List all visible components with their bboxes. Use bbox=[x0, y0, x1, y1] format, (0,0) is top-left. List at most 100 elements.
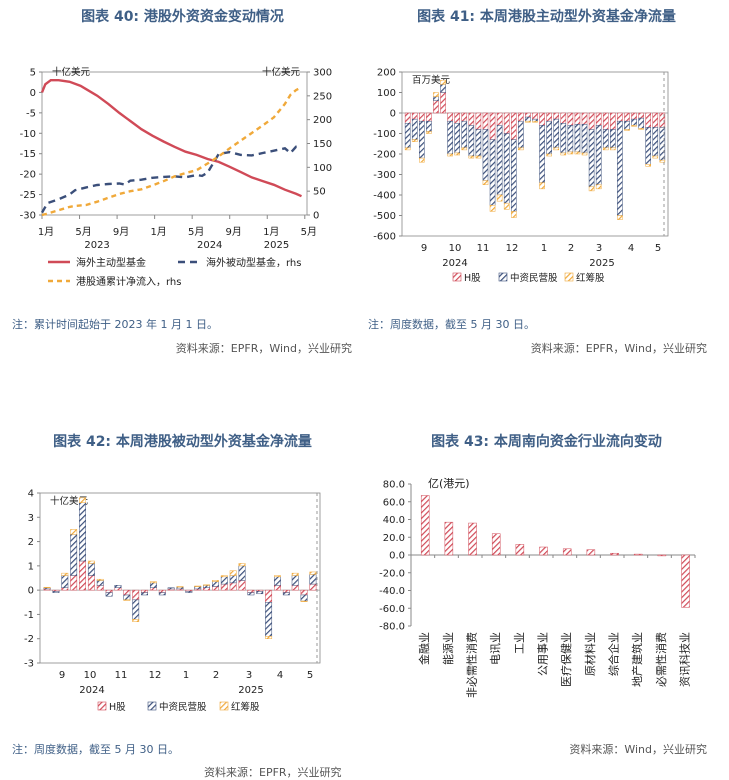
chart-41-bar-segment bbox=[581, 152, 588, 156]
chart-43-category-label: 电讯业 bbox=[489, 632, 502, 665]
chart-42-month-label: 10 bbox=[84, 670, 97, 681]
chart-42-bar-segment bbox=[238, 563, 246, 567]
chart-42-bar-segment bbox=[79, 497, 86, 503]
chart-41-bar-segment bbox=[588, 186, 595, 192]
chart-42-bar-segment bbox=[274, 585, 281, 591]
chart-41-bar-segment bbox=[588, 112, 595, 130]
chart-43-category-label: 工业 bbox=[513, 632, 526, 654]
chart-41-bar-segment bbox=[645, 112, 651, 128]
chart-41-bar-segment bbox=[496, 125, 503, 196]
chart-42-bar-segment bbox=[87, 575, 95, 591]
chart-43-bar bbox=[586, 549, 596, 556]
chart-42-bar-segment bbox=[96, 580, 104, 586]
chart-41-ytick-label: -200 bbox=[373, 150, 396, 161]
chart-41-bar-segment bbox=[419, 112, 425, 122]
chart-41-bar-segment bbox=[461, 120, 468, 149]
chart-41-bar-segment bbox=[581, 124, 588, 154]
chart-42-bar-segment bbox=[203, 587, 211, 591]
chart-41-title: 图表 41: 本周港股主动型外资基金净流量 bbox=[417, 9, 676, 25]
chart-41-bar-segment bbox=[602, 147, 609, 151]
chart-41-month-label: 5 bbox=[655, 243, 661, 254]
chart-42-bar-segment bbox=[247, 589, 255, 593]
chart-42-legend-label: 中资民营股 bbox=[159, 701, 207, 713]
chart-42-bar-segment bbox=[132, 599, 140, 620]
chart-41-month-label: 9 bbox=[421, 243, 427, 254]
chart-41-bar-segment bbox=[503, 202, 510, 210]
chart-42-year-label: 2025 bbox=[238, 685, 263, 696]
chart-42-bar-segment bbox=[61, 575, 69, 588]
chart-41-source: 资料来源：EPFR，Wind，兴业研究 bbox=[530, 342, 707, 355]
chart-43-ytick-label: 60.0 bbox=[383, 497, 405, 508]
chart-41-note: 注：周度数据，截至 5 月 30 日。 bbox=[368, 318, 535, 331]
chart-41-bar-segment bbox=[510, 139, 517, 212]
chart-41-bar-segment bbox=[433, 100, 439, 114]
chart-43-bar bbox=[562, 548, 572, 556]
chart-41-bar-segment bbox=[447, 112, 453, 122]
chart-42-bar-segment bbox=[300, 600, 308, 602]
chart-41-bar-segment bbox=[595, 125, 602, 186]
chart-41-bar-segment bbox=[447, 153, 453, 157]
chart-41-bar-segment bbox=[567, 112, 574, 126]
chart-42-unit: 十亿美元 bbox=[50, 495, 89, 507]
chart-40-legend-label: 港股通累计净流入，rhs bbox=[76, 275, 181, 288]
chart-40-ytick-left-label: -10 bbox=[20, 129, 36, 140]
chart-42-bar-segment bbox=[158, 589, 166, 593]
chart-40-xtick-label: 1月 bbox=[150, 226, 166, 238]
chart-42-bar-segment bbox=[61, 587, 69, 591]
chart-40-ytick-right-label: 50 bbox=[313, 187, 326, 198]
chart-43-ytick-label: -60.0 bbox=[379, 604, 405, 615]
chart-42-bar-segment bbox=[123, 599, 131, 601]
chart-42-bar-segment bbox=[87, 563, 95, 576]
chart-42-bar-segment bbox=[79, 502, 86, 562]
chart-42-bar-segment bbox=[61, 572, 69, 576]
chart-40-ytick-right-label: 200 bbox=[313, 115, 332, 126]
chart-43-bar bbox=[681, 554, 690, 608]
chart-43-category-label: 能源业 bbox=[441, 632, 455, 665]
chart-41-bar-segment bbox=[553, 112, 560, 120]
chart-41-bar-segment bbox=[539, 112, 545, 126]
chart-41-bar-segment bbox=[546, 112, 552, 122]
chart-41-bar-segment bbox=[496, 194, 503, 202]
chart-41-bar-segment bbox=[567, 151, 574, 155]
chart-42-bar-segment bbox=[309, 583, 317, 591]
chart-42-bar-segment bbox=[220, 575, 228, 578]
chart-40-ytick-right-label: 300 bbox=[313, 68, 332, 79]
chart-43-source: 资料来源：Wind，兴业研究 bbox=[569, 743, 707, 756]
chart-41-bar-segment bbox=[510, 211, 517, 218]
chart-40-ytick-left-label: 5 bbox=[30, 68, 36, 79]
chart-42-legend-label: 红筹股 bbox=[231, 701, 260, 713]
chart-41-bar-segment bbox=[659, 159, 666, 163]
chart-40-unit-left: 十亿美元 bbox=[52, 66, 91, 78]
chart-41-legend-swatch bbox=[498, 272, 508, 282]
chart-41-bar-segment bbox=[503, 112, 510, 134]
chart-41-bar-segment bbox=[440, 92, 446, 114]
chart-41-bar-segment bbox=[454, 112, 460, 124]
chart-42-bar-segment bbox=[132, 589, 140, 601]
chart-41-bar-segment bbox=[638, 112, 644, 119]
chart-40-xtick-label: 9月 bbox=[113, 226, 129, 238]
chart-40-ytick-right-label: 150 bbox=[313, 139, 332, 150]
chart-41-bar-segment bbox=[553, 147, 560, 151]
chart-41-bar-segment bbox=[532, 112, 538, 120]
chart-42-ytick-label: -2 bbox=[24, 634, 34, 645]
chart-41-legend-swatch bbox=[564, 272, 574, 282]
chart-42-bar-segment bbox=[229, 575, 237, 584]
chart-43-bar bbox=[539, 546, 548, 556]
chart-42-bar-segment bbox=[265, 602, 273, 637]
chart-42-bar-segment bbox=[256, 591, 264, 595]
chart-42-bar-segment bbox=[114, 585, 122, 588]
chart-42-bar-segment bbox=[309, 574, 317, 585]
chart-41-bar-segment bbox=[475, 129, 482, 157]
chart-42-bar-segment bbox=[149, 587, 157, 591]
chart-42-frame bbox=[39, 492, 321, 664]
chart-41-bar-segment bbox=[447, 120, 453, 155]
chart-42-bar-segment bbox=[114, 587, 122, 591]
chart-41-bar-segment bbox=[652, 155, 659, 159]
chart-41-bar-segment bbox=[525, 112, 531, 118]
chart-40-ytick-left-label: -25 bbox=[20, 190, 36, 201]
chart-41-bar-segment bbox=[496, 112, 503, 126]
chart-42-bar-segment bbox=[291, 572, 299, 576]
chart-41-bar-segment bbox=[574, 151, 581, 155]
chart-43-category-label: 必需性消费 bbox=[654, 632, 668, 687]
chart-41-bar-segment bbox=[645, 127, 651, 165]
